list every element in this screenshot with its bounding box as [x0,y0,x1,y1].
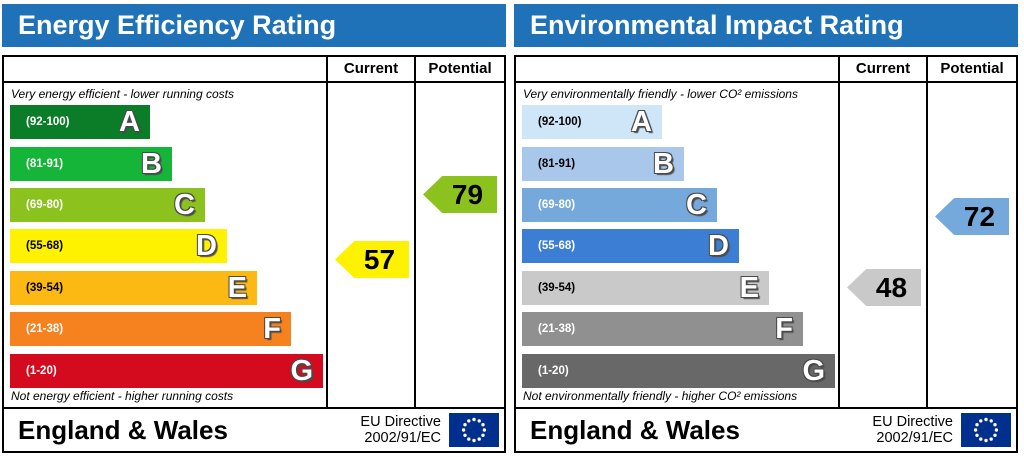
energy-band-g-range: (1-20) [26,365,57,377]
energy-band-g-letter: G [290,355,313,387]
energy-current-rating-arrow: 57 [335,241,409,278]
energy-rating-table: Current Potential Very energy efficient … [2,55,506,453]
environmental-rating-table: Current Potential Very environmentally f… [514,55,1018,453]
environmental-band-b-range: (81-91) [538,158,576,170]
eu-flag-icon [449,413,499,447]
energy-top-note: Very energy efficient - lower running co… [11,87,234,101]
energy-band-g: (1-20) G [10,354,323,388]
energy-band-a-letter: A [119,106,140,138]
environmental-eu-directive-label: EU Directive 2002/91/EC [872,414,953,446]
energy-band-a: (92-100) A [10,105,150,139]
energy-eu-directive-line2: 2002/91/EC [364,430,441,446]
energy-band-c-letter: C [174,189,195,221]
energy-bottom-note: Not energy efficient - higher running co… [11,389,234,403]
energy-current-cell: 57 [328,83,416,407]
energy-band-f: (21-38) F [10,312,291,346]
environmental-band-chart: Very environmentally friendly - lower CO… [516,83,840,407]
energy-band-f-letter: F [263,313,281,345]
energy-band-b-range: (81-91) [26,158,64,170]
energy-table-corner-cell [4,57,328,83]
environmental-region-label: England & Wales [530,414,740,445]
environmental-band-c-range: (69-80) [538,199,576,211]
environmental-band-b: (81-91) B [522,147,684,181]
environmental-current-value: 48 [875,271,908,303]
energy-band-c-range: (69-80) [26,199,64,211]
environmental-band-a-range: (92-100) [538,116,582,128]
environmental-potential-value: 72 [963,200,996,232]
environmental-band-g-letter: G [802,355,825,387]
energy-band-a-range: (92-100) [26,116,70,128]
environmental-current-cell: 48 [840,83,928,407]
energy-band-e-range: (39-54) [26,282,64,294]
energy-eu-directive-line1: EU Directive [360,413,441,430]
environmental-potential-cell: 72 [928,83,1016,407]
environmental-band-b-letter: B [653,148,674,180]
environmental-band-d-letter: D [708,230,729,262]
environmental-band-a-letter: A [631,106,652,138]
energy-potential-rating-arrow: 79 [423,176,497,213]
environmental-band-g: (1-20) G [522,354,835,388]
environmental-impact-panel: Environmental Impact Rating Current Pote… [514,4,1018,453]
energy-table-footer: England & Wales EU Directive 2002/91/EC [4,407,504,451]
energy-band-c: (69-80) C [10,188,205,222]
environmental-band-d: (55-68) D [522,229,739,263]
energy-potential-cell: 79 [416,83,504,407]
eu-flag-icon [961,413,1011,447]
environmental-eu-directive-line2: 2002/91/EC [876,430,953,446]
environmental-band-e-letter: E [739,272,759,304]
energy-band-b-letter: B [141,148,162,180]
energy-region-label: England & Wales [18,414,228,445]
environmental-table-corner-cell [516,57,840,83]
environmental-eu-directive-line1: EU Directive [872,413,953,430]
environmental-potential-column-header: Potential [928,57,1016,83]
environmental-potential-rating-arrow: 72 [935,198,1009,235]
energy-band-e-letter: E [227,272,247,304]
energy-band-e: (39-54) E [10,271,257,305]
environmental-band-a: (92-100) A [522,105,662,139]
environmental-band-f: (21-38) F [522,312,803,346]
environmental-band-c-letter: C [686,189,707,221]
energy-panel-title: Energy Efficiency Rating [2,4,506,47]
energy-potential-value: 79 [451,178,484,210]
energy-band-chart: Very energy efficient - lower running co… [4,83,328,407]
environmental-table-footer: England & Wales EU Directive 2002/91/EC [516,407,1016,451]
environmental-band-g-range: (1-20) [538,365,569,377]
energy-band-d-letter: D [196,230,217,262]
environmental-top-note: Very environmentally friendly - lower CO… [523,87,798,101]
energy-current-column-header: Current [328,57,416,83]
energy-band-d: (55-68) D [10,229,227,263]
environmental-band-f-range: (21-38) [538,323,576,335]
environmental-band-c: (69-80) C [522,188,717,222]
environmental-bottom-note: Not environmentally friendly - higher CO… [523,389,798,403]
energy-efficiency-panel: Energy Efficiency Rating Current Potenti… [2,4,506,453]
energy-band-b: (81-91) B [10,147,172,181]
energy-band-d-range: (55-68) [26,240,64,252]
environmental-current-column-header: Current [840,57,928,83]
environmental-band-f-letter: F [775,313,793,345]
energy-band-f-range: (21-38) [26,323,64,335]
energy-eu-directive-label: EU Directive 2002/91/EC [360,414,441,446]
environmental-band-e-range: (39-54) [538,282,576,294]
energy-potential-column-header: Potential [416,57,504,83]
energy-current-value: 57 [363,243,396,275]
environmental-panel-title: Environmental Impact Rating [514,4,1018,47]
environmental-current-rating-arrow: 48 [847,269,921,306]
environmental-band-d-range: (55-68) [538,240,576,252]
environmental-band-e: (39-54) E [522,271,769,305]
